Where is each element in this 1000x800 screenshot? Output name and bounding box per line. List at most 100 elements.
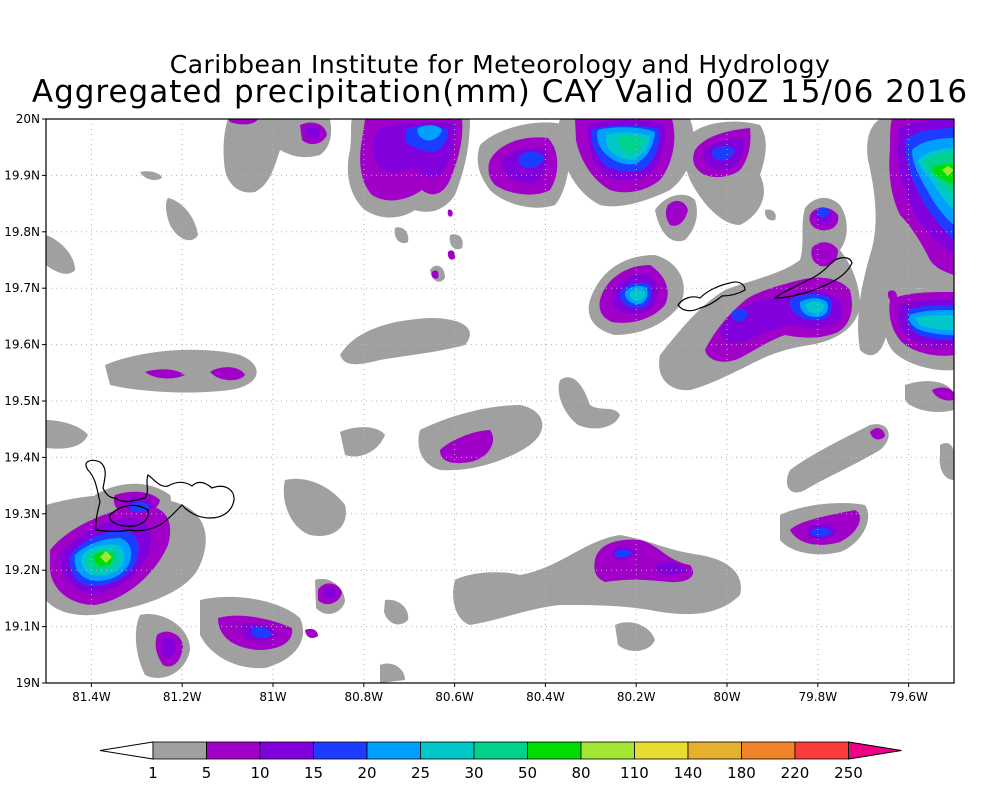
precip-area (447, 250, 456, 260)
colorbar-bin (473, 741, 528, 760)
precip-area (394, 227, 409, 244)
colorbar-over-triangle (848, 741, 902, 760)
little-cayman-coastline (677, 281, 746, 312)
colorbar-bin (580, 741, 635, 760)
precip-area (939, 443, 954, 480)
chart-subtitle: Aggregated precipitation(mm) CAY Valid 0… (31, 74, 969, 110)
precip-area (932, 387, 954, 401)
colorbar-bin (741, 741, 796, 760)
precip-area (817, 207, 830, 218)
precip-area (630, 289, 646, 301)
lon-tick-label: 79.6W (889, 690, 928, 704)
precip-area (942, 166, 954, 176)
lon-tick-label: 80.2W (617, 690, 656, 704)
precip-area (806, 301, 825, 313)
lon-tick-label: 80W (713, 690, 740, 704)
precip-area (100, 551, 112, 563)
precip-area (283, 478, 346, 536)
colorbar-bin (313, 741, 368, 760)
lat-tick-label: 19.9N (4, 168, 40, 182)
cayman-brac-coastline (773, 257, 853, 299)
precip-area (46, 420, 88, 449)
colorbar-label: 10 (250, 764, 269, 782)
lat-tick-label: 19.3N (4, 507, 40, 521)
colorbar-bin (420, 741, 475, 760)
colorbar-label: 80 (571, 764, 590, 782)
grid-lines (46, 119, 954, 683)
precip-area (558, 377, 620, 429)
colorbar-label: 5 (202, 764, 212, 782)
colorbar-label: 25 (411, 764, 430, 782)
precip-area (340, 427, 385, 457)
precip-area (615, 622, 655, 652)
chart-title: Caribbean Institute for Meteorology and … (169, 50, 831, 79)
lon-tick-label: 80.8W (345, 690, 384, 704)
precip-area (105, 349, 257, 393)
latitude-axis: 19N 19.1N 19.2N 19.3N 19.4N 19.5N 19.6N 19.7N 19… (4, 112, 46, 690)
lat-tick-label: 19.2N (4, 563, 40, 577)
precip-area (145, 369, 185, 379)
precip-area (252, 626, 272, 639)
precip-area (228, 119, 258, 125)
precip-area (46, 235, 75, 274)
colorbar-label: 140 (674, 764, 703, 782)
precip-area (618, 135, 644, 153)
colorbar: 1 5 10 15 20 25 30 50 80 110 140 180 220 250 (99, 741, 902, 782)
colorbar-under-triangle (99, 741, 154, 760)
precip-area (340, 318, 470, 365)
colorbar-label: 220 (781, 764, 810, 782)
precip-area (449, 234, 463, 250)
precip-area (518, 151, 544, 168)
colorbar-label: 1 (148, 764, 158, 782)
colorbar-label: 50 (518, 764, 537, 782)
lat-tick-label: 20N (16, 112, 40, 126)
precip-area (812, 527, 832, 537)
precip-area (306, 126, 321, 139)
lon-tick-label: 79.8W (799, 690, 838, 704)
lat-tick-label: 19.8N (4, 225, 40, 239)
longitude-axis: 81.4W 81.2W 81W 80.8W 80.6W 80.4W 80.2W 80W 79.8… (72, 683, 928, 704)
colorbar-label: 30 (464, 764, 483, 782)
lat-tick-label: 19.1N (4, 620, 40, 634)
precip-area (305, 628, 318, 638)
colorbar-bin (687, 741, 742, 760)
precip-area (764, 209, 776, 221)
precip-area (665, 200, 688, 226)
colorbar-label: 20 (357, 764, 376, 782)
precip-area (615, 549, 632, 558)
colorbar-bin (794, 741, 849, 760)
precip-area (417, 125, 442, 141)
precip-area (384, 599, 409, 625)
colorbar-label: 180 (727, 764, 756, 782)
precip-area (786, 424, 889, 493)
lon-tick-label: 81.2W (163, 690, 202, 704)
precip-area (711, 146, 735, 161)
coastlines (85, 257, 853, 533)
colorbar-bin (152, 741, 207, 760)
colorbar-bin (634, 741, 689, 760)
precip-area (431, 270, 439, 279)
lat-tick-label: 19.4N (4, 450, 40, 464)
precip-area (162, 637, 176, 657)
lon-tick-label: 80.4W (526, 690, 565, 704)
precip-area (811, 242, 838, 267)
precip-area (210, 367, 245, 381)
colorbar-bin (366, 741, 421, 760)
precipitation-field (46, 119, 954, 683)
colorbar-label: 15 (304, 764, 323, 782)
precip-area (655, 562, 686, 575)
colorbar-bin (259, 741, 314, 760)
precip-area (915, 315, 954, 330)
lat-tick-label: 19.5N (4, 394, 40, 408)
precip-area (324, 586, 337, 599)
precip-area (440, 430, 494, 464)
grand-cayman-coastline (85, 459, 235, 533)
precip-area (130, 502, 150, 513)
precip-layer-80mm (100, 166, 954, 563)
colorbar-label: 250 (834, 764, 863, 782)
lat-tick-label: 19.6N (4, 338, 40, 352)
lon-tick-label: 81W (259, 690, 286, 704)
grand-cayman-inner-coastline (109, 504, 149, 527)
precip-area (447, 209, 453, 217)
